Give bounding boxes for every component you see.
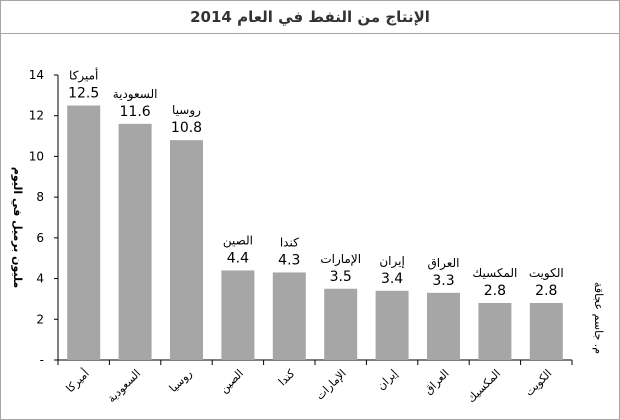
bar-name-label: العراق [427, 256, 459, 271]
bar-name-label: روسيا [172, 103, 201, 118]
x-category-label: المكسيك [465, 367, 503, 405]
bar-value-label: 4.3 [278, 252, 300, 268]
bar [478, 303, 512, 360]
bar-name-label: أميركا [69, 68, 98, 84]
bar [170, 140, 203, 360]
bar [324, 288, 358, 360]
bar-value-label: 3.4 [381, 271, 403, 287]
author-note: م. جاسم عجاقة [592, 282, 605, 354]
bar [67, 105, 101, 361]
bar [427, 292, 460, 360]
bar-value-label: 11.6 [120, 104, 151, 120]
x-category-label: روسيا [167, 367, 195, 395]
y-tick-label: 6 [36, 231, 44, 245]
y-tick-label: 2 [36, 312, 44, 326]
bar-name-label: السعودية [113, 87, 158, 102]
chart-title: الإنتاج من النفط في العام 2014 [1, 1, 619, 34]
bar [375, 290, 409, 360]
value-labels: 12.5 11.6 10.8 4.4 4.3 3.5 3.4 3.3 2.8 2.8 [68, 86, 557, 299]
x-category-label: أميركا [63, 366, 92, 395]
y-tick-label: 12 [29, 109, 44, 123]
x-category-label: الصين [217, 367, 246, 396]
bar-value-label: 2.8 [484, 283, 506, 299]
bar-name-label: الكويت [529, 266, 564, 281]
y-ticks: - 2 4 6 8 10 12 14 [29, 68, 58, 367]
bar-value-label: 3.3 [432, 273, 454, 289]
bar-name-label: إيران [379, 254, 404, 269]
bar-value-label: 2.8 [535, 283, 557, 299]
x-category-labels: أميركا السعودية روسيا الصين كندا الإمارات إيرا… [63, 366, 555, 405]
x-category-label: العراق [422, 367, 452, 397]
y-tick-label: 14 [29, 68, 44, 82]
bars [67, 105, 563, 361]
bar-name-label: المكسيك [472, 266, 517, 280]
x-category-label: كندا [276, 366, 298, 388]
bar [221, 270, 255, 360]
bar-name-label: كندا [280, 235, 299, 249]
y-tick-label: 10 [29, 149, 44, 163]
bar-name-label: الإمارات [320, 252, 361, 267]
y-axis-title: مليون برميل في اليوم [11, 167, 24, 288]
bar-value-label: 12.5 [68, 86, 99, 102]
y-tick-label: - [40, 353, 44, 367]
bar [529, 303, 563, 360]
bar-name-label: الصين [223, 233, 253, 248]
x-category-label: الإمارات [313, 367, 349, 403]
x-category-label: السعودية [105, 367, 143, 405]
bar-value-label: 3.5 [330, 269, 352, 285]
x-category-label: إيران [375, 367, 401, 393]
y-tick-label: 4 [36, 272, 44, 286]
bar [118, 123, 152, 360]
bar-name-labels: أميركا السعودية روسيا الصين كندا الإمارات إيرا… [69, 68, 564, 281]
x-category-label: الكويت [523, 367, 555, 399]
y-tick-label: 8 [36, 190, 44, 204]
bar-value-label: 10.8 [171, 120, 202, 136]
bar-value-label: 4.4 [227, 250, 249, 266]
bar [272, 272, 306, 360]
